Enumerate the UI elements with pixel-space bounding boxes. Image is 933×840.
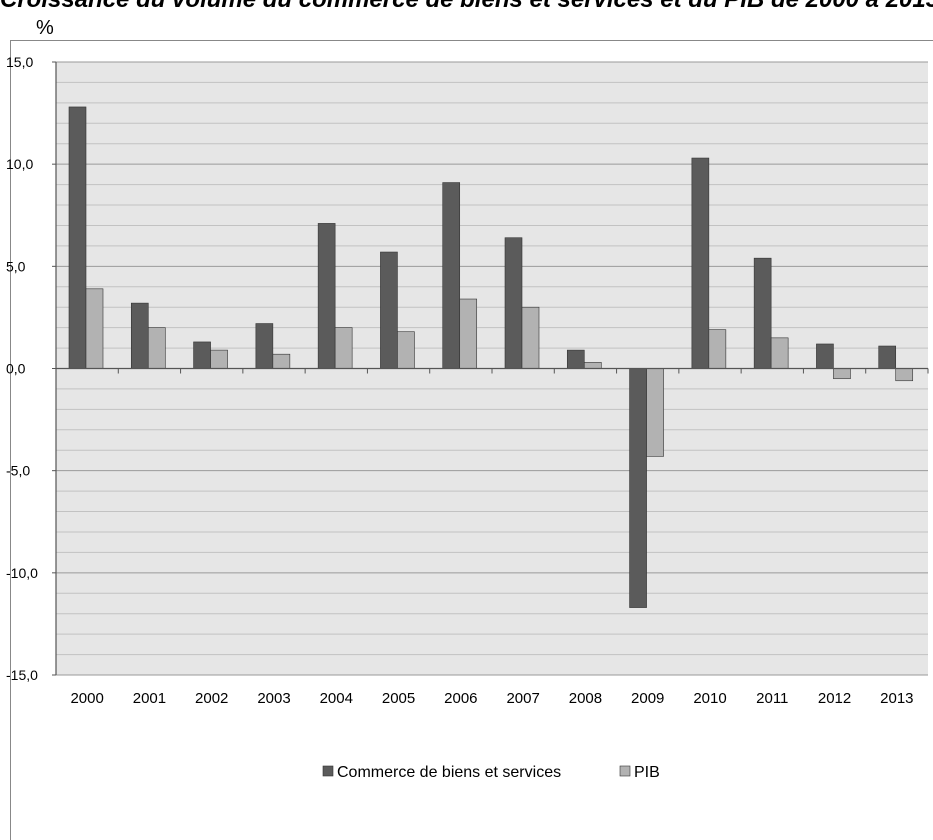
bars: [68, 106, 914, 608]
x-category-label: 2008: [569, 690, 602, 707]
x-category-label: 2002: [195, 690, 228, 707]
legend-label: Commerce de biens et services: [337, 764, 561, 781]
bar-pib-2013: [895, 368, 914, 382]
bar-commerce-2010: [691, 157, 710, 369]
grid-lines: [56, 61, 928, 676]
x-category-label: 2000: [70, 690, 103, 707]
x-category-label: 2009: [631, 690, 664, 707]
bar-commerce-2006: [442, 182, 461, 369]
chart-title: Croissance du volume du commerce de bien…: [0, 0, 933, 14]
bar-pib-2002: [210, 349, 228, 369]
legend-swatch: [322, 765, 334, 777]
bar-commerce-2013: [878, 345, 897, 369]
bar-commerce-2002: [193, 341, 211, 369]
x-axis-categories: 2000 2001 2002 2003 2004 2005 2006 2007 2008 2009…: [70, 690, 913, 707]
axes: [52, 61, 929, 676]
x-category-label: 2003: [257, 690, 290, 707]
bar-pib-2004: [334, 327, 353, 369]
bar-pib-2011: [770, 337, 789, 369]
bar-pib-2000: [85, 288, 104, 369]
x-category-label: 2006: [444, 690, 477, 707]
y-tick-label: 15,0: [6, 54, 33, 70]
bar-pib-2005: [397, 331, 415, 369]
bar-commerce-2004: [317, 223, 336, 369]
y-axis-unit-label: %: [36, 17, 54, 39]
bar-pib-2008: [583, 362, 602, 369]
x-category-label: 2007: [506, 690, 539, 707]
bar-pib-2010: [708, 329, 727, 369]
bar-commerce-2009: [629, 368, 647, 608]
bar-pib-2001: [147, 327, 166, 369]
bar-commerce-2003: [255, 323, 274, 369]
bar-commerce-2001: [130, 302, 149, 369]
bar-pib-2007: [521, 306, 540, 369]
bar-commerce-2012: [816, 343, 834, 369]
legend-label: PIB: [634, 764, 660, 781]
x-category-label: 2001: [133, 690, 166, 707]
x-category-label: 2012: [818, 690, 851, 707]
y-tick-label: -10,0: [6, 565, 38, 581]
bar-commerce-2008: [566, 349, 585, 369]
y-axis-ticks: 15,0 10,0 5,0 0,0 -5,0 -10,0 -15,0: [6, 54, 38, 683]
chart-frame: [10, 40, 933, 840]
bar-pib-2009: [646, 368, 664, 457]
bar-commerce-2005: [380, 251, 398, 369]
y-tick-label: 10,0: [6, 156, 33, 172]
bar-pib-2012: [833, 368, 851, 380]
x-category-label: 2013: [880, 690, 913, 707]
bar-commerce-2011: [753, 257, 772, 369]
x-category-label: 2011: [756, 690, 788, 707]
bar-pib-2003: [272, 353, 291, 369]
x-category-label: 2010: [693, 690, 726, 707]
bar-commerce-2007: [504, 237, 523, 369]
y-tick-label: -5,0: [6, 463, 30, 479]
legend-swatch: [619, 765, 631, 777]
y-tick-label: 5,0: [6, 258, 26, 274]
bar-pib-2006: [459, 298, 478, 369]
bar-commerce-2000: [68, 106, 87, 369]
y-tick-label: -15,0: [6, 667, 38, 683]
y-tick-label: 0,0: [6, 361, 26, 377]
x-category-label: 2005: [382, 690, 415, 707]
legend: Commerce de biens et services PIB: [322, 764, 660, 781]
x-category-label: 2004: [320, 690, 353, 707]
